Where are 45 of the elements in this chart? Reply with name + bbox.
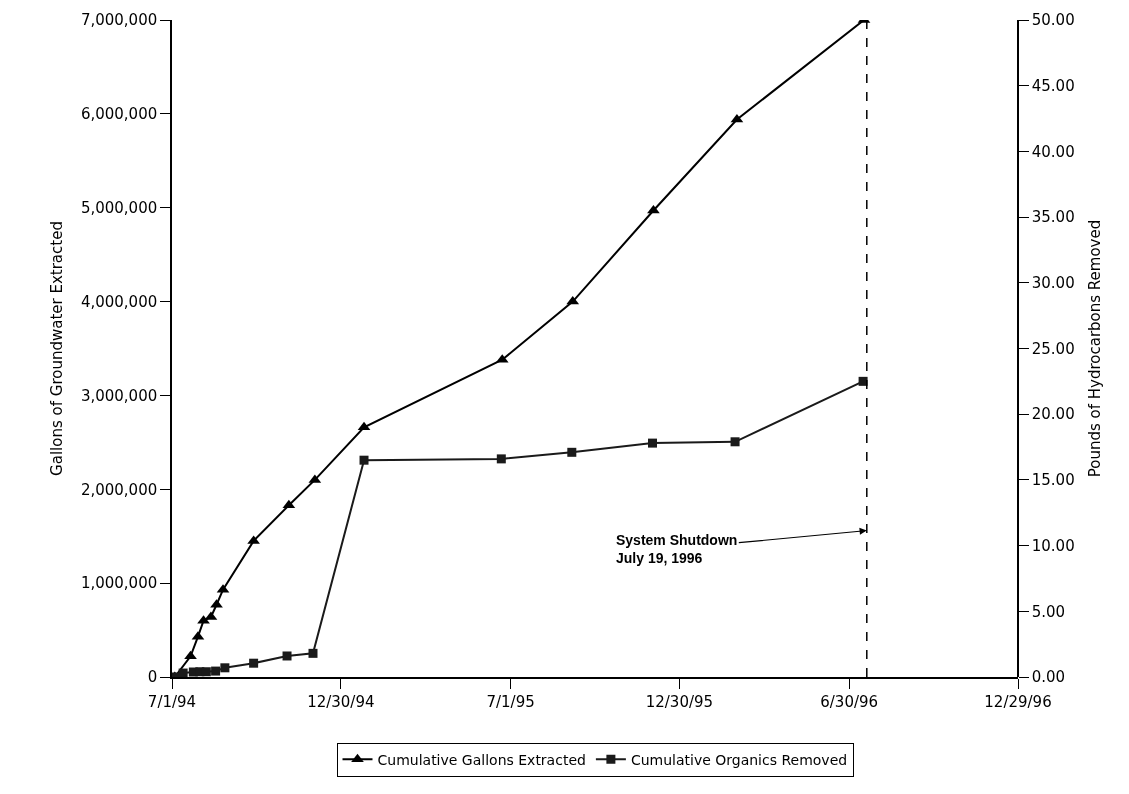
y2-tick-label: 45.00 bbox=[1031, 76, 1075, 95]
x-tick-label: 12/29/96 bbox=[984, 692, 1052, 711]
point bbox=[220, 663, 230, 673]
y-tick-label: 6,000,000 bbox=[80, 105, 158, 124]
point bbox=[249, 658, 259, 668]
point bbox=[201, 667, 211, 677]
y2-tick-label: 50.00 bbox=[1031, 11, 1075, 30]
point bbox=[282, 651, 292, 661]
y2-tick-label: 0.00 bbox=[1031, 668, 1066, 687]
y2-tick-label: 30.00 bbox=[1031, 274, 1075, 293]
y2-tick-label: 5.00 bbox=[1031, 602, 1066, 621]
y2-tick-label: 10.00 bbox=[1031, 536, 1075, 555]
y-tick-label: 7,000,000 bbox=[80, 11, 158, 30]
annotation: System Shutdown July 19, 1996 bbox=[616, 532, 738, 567]
x-tick-label: 6/30/96 bbox=[820, 692, 879, 711]
legend-label: Cumulative Gallons Extracted bbox=[377, 751, 586, 768]
point bbox=[496, 454, 506, 464]
point bbox=[730, 437, 740, 447]
x-tick-label: 7/1/94 bbox=[147, 692, 197, 711]
x-tick-label: 12/30/94 bbox=[307, 692, 375, 711]
y-tick-label: 3,000,000 bbox=[80, 386, 158, 405]
y-tick-label: 0 bbox=[147, 668, 158, 687]
y2-tick-label: 25.00 bbox=[1031, 339, 1075, 358]
point bbox=[730, 113, 744, 123]
point bbox=[178, 668, 188, 677]
y-tick-label: 4,000,000 bbox=[80, 292, 158, 311]
point bbox=[184, 650, 197, 660]
y2-tick-label: 35.00 bbox=[1031, 208, 1075, 227]
point bbox=[359, 455, 369, 465]
point bbox=[648, 438, 658, 448]
y-tick-label: 1,000,000 bbox=[80, 574, 158, 593]
y2-tick-label: 15.00 bbox=[1031, 471, 1075, 490]
y2-tick-label: 40.00 bbox=[1031, 142, 1075, 161]
point bbox=[211, 666, 221, 676]
point bbox=[567, 447, 577, 457]
legend-label: Cumulative Organics Removed bbox=[630, 751, 848, 768]
y-axis-title: Gallons of Groundwater Extracted bbox=[47, 221, 66, 476]
y-tick-label: 2,000,000 bbox=[80, 480, 158, 499]
x-tick-label: 12/30/95 bbox=[645, 692, 714, 711]
y2-axis-title: Pounds of Hydrocarbons Removed bbox=[1086, 219, 1105, 478]
point bbox=[357, 421, 371, 431]
y-tick-label: 5,000,000 bbox=[80, 198, 158, 217]
point bbox=[308, 648, 318, 658]
x-tick-label: 7/1/95 bbox=[486, 692, 535, 711]
y2-tick-label: 20.00 bbox=[1031, 405, 1075, 424]
